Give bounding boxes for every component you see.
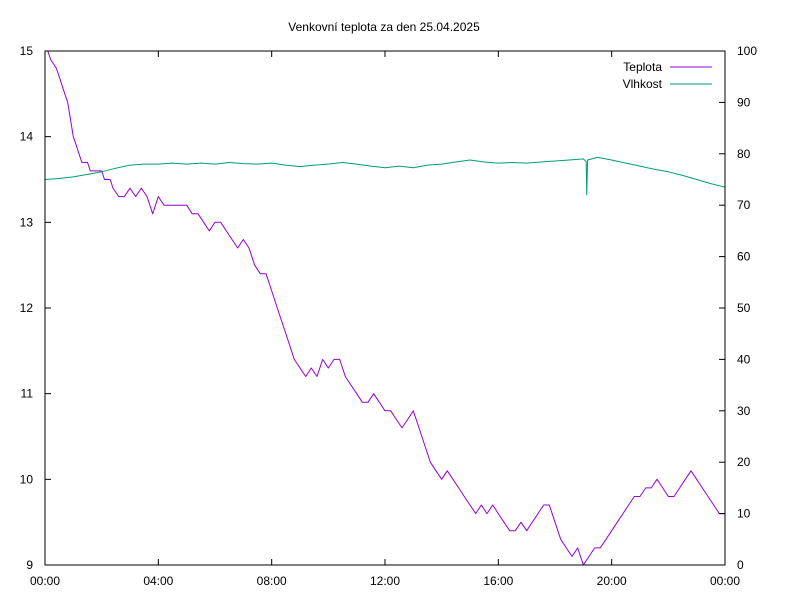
series-line-teplota [45,50,725,566]
y-left-tick-label: 10 [20,472,34,486]
y-right-tick-label: 90 [737,95,751,109]
x-tick-label: 00:00 [710,574,740,588]
plot-frame [44,50,726,566]
legend-label-teplota: Teplota [623,60,662,74]
x-tick-label: 08:00 [257,574,287,588]
x-tick-label: 00:00 [30,574,60,588]
y-left-tick-label: 15 [20,44,34,58]
series-layer [44,50,726,566]
chart-title: Venkovní teplota za den 25.04.2025 [288,20,480,34]
y-left-tick-label: 13 [20,215,34,229]
y-left-tick-label: 9 [26,558,33,572]
y-right-tick-label: 30 [737,404,751,418]
x-tick-label: 12:00 [370,574,400,588]
y-right-tick-label: 0 [737,558,744,572]
y-left-tick-label: 11 [21,387,34,401]
y-right-tick-label: 80 [737,147,751,161]
y-left-tick-label: 12 [20,301,34,315]
y-right-tick-label: 70 [737,198,751,212]
y-right-tick-label: 40 [737,352,751,366]
y-right-tick-label: 60 [737,250,751,264]
y-left-tick-label: 14 [20,130,34,144]
x-tick-label: 04:00 [143,574,173,588]
y-right-tick-label: 50 [737,301,751,315]
y-right-tick-label: 10 [737,507,751,521]
legend: Teplota Vlhkost [623,60,712,91]
y-right-tick-label: 20 [737,455,751,469]
x-tick-label: 20:00 [597,574,627,588]
series-line-vlhkost [44,156,726,196]
legend-label-vlhkost: Vlhkost [623,77,663,91]
x-tick-label: 16:00 [483,574,513,588]
axis-layer: 9 10 11 12 13 14 15 0 10 20 30 40 50 60 70 80 90 100 00:00… [20,44,758,588]
y-right-tick-label: 100 [737,44,757,58]
